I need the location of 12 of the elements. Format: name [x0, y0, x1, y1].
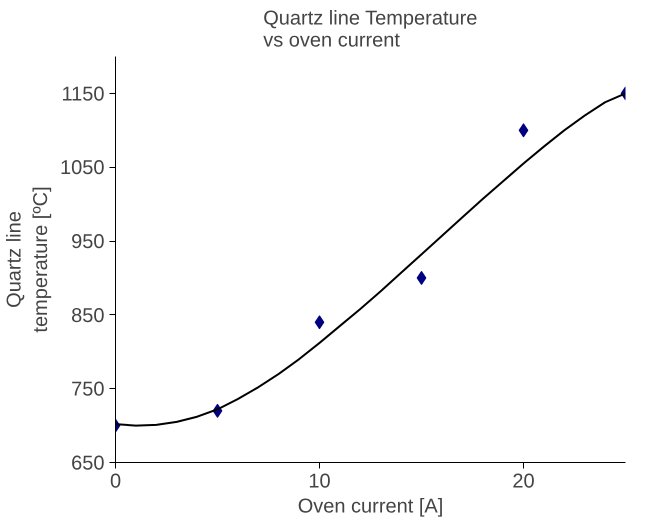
y-tick-label: 950	[71, 231, 105, 254]
x-axis-title: Oven current [A]	[298, 496, 444, 518]
chart-title: Quartz line Temperature vs oven current	[263, 8, 478, 52]
x-tick-label: 0	[110, 470, 122, 492]
y-tick-label: 650	[71, 452, 105, 474]
y-axis-title: Quartz line temperature [ºC]	[4, 186, 52, 333]
y-tick-label: 1050	[60, 157, 105, 180]
x-tick-label: 10	[308, 470, 331, 492]
y-tick-label: 1150	[61, 83, 105, 106]
y-tick-label: 850	[71, 304, 105, 327]
x-tick-label: 20	[512, 470, 535, 492]
y-tick-label: 750	[71, 378, 105, 401]
